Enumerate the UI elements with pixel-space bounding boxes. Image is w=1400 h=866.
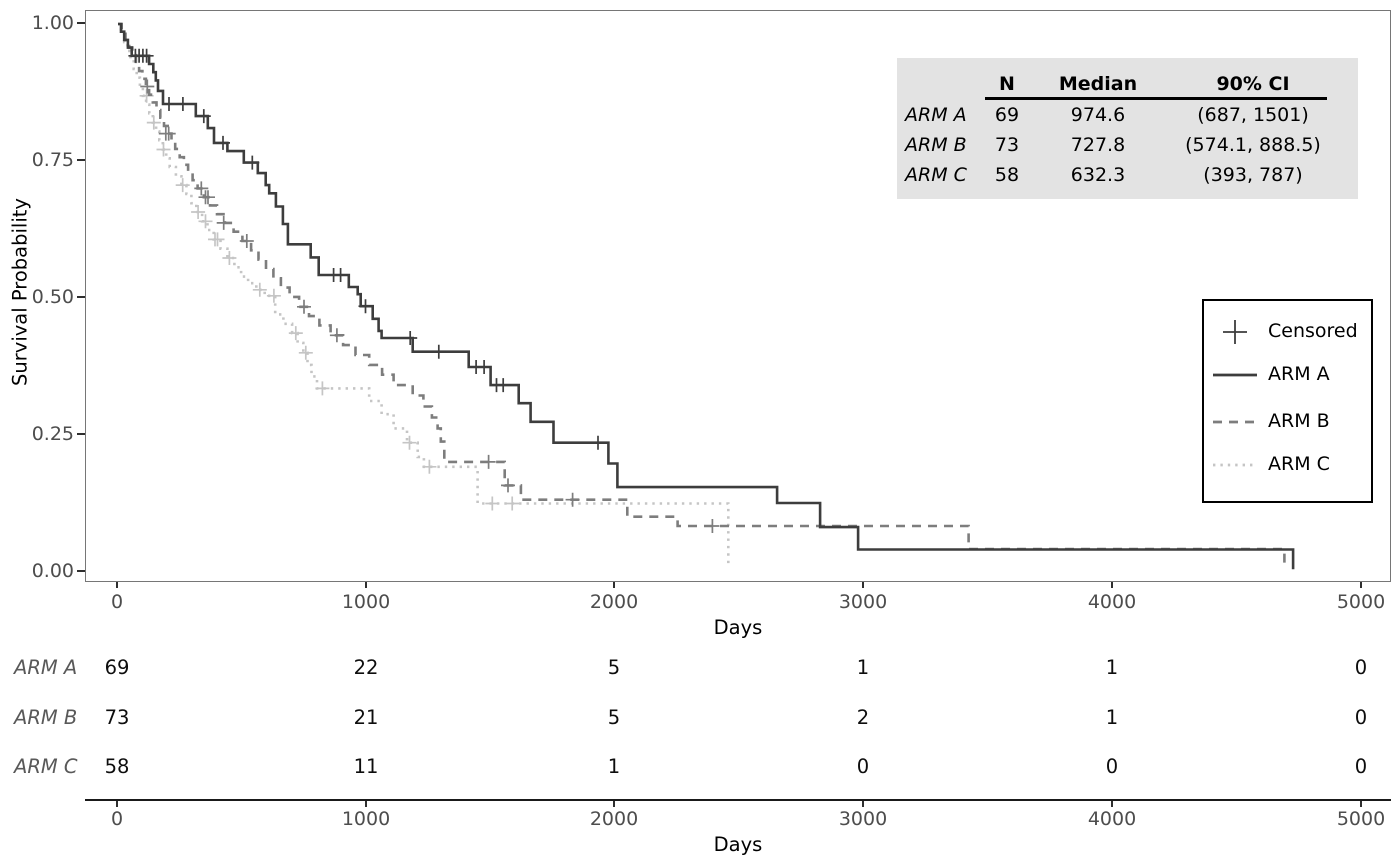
risk-count: 73: [104, 706, 130, 729]
censor-marks-arm-c: [139, 88, 520, 511]
risk-count: 5: [607, 656, 621, 679]
summary-col-header: 90% CI: [1216, 73, 1290, 95]
y-tick-mark: [77, 296, 85, 298]
legend-symbol: [1210, 407, 1260, 437]
risk-row-label: ARM C: [14, 755, 78, 778]
risk-count: 21: [353, 706, 379, 729]
legend-symbol: [1210, 360, 1260, 390]
risk-x-tick-label: 2000: [589, 808, 639, 830]
y-tick-label: 0.25: [31, 423, 74, 445]
legend-symbol: [1210, 317, 1260, 347]
dotted-line-icon: [1213, 463, 1257, 467]
summary-row-label: ARM C: [905, 164, 967, 186]
summary-col-header: N: [999, 73, 1015, 95]
x-tick-label: 0: [110, 591, 124, 613]
y-tick-label: 0.00: [31, 560, 74, 582]
risk-count: 0: [856, 755, 870, 778]
risk-x-tick-mark: [116, 801, 118, 807]
risk-count: 58: [104, 755, 130, 778]
summary-ci-value: (687, 1501): [1197, 104, 1309, 126]
censored-plus-icon: [1223, 320, 1247, 344]
risk-x-tick-mark: [1360, 801, 1362, 807]
risk-count: 5: [607, 706, 621, 729]
risk-x-tick-mark: [613, 801, 615, 807]
summary-n-value: 73: [994, 134, 1020, 156]
risk-x-tick-label: 0: [110, 808, 124, 830]
x-tick-label: 3000: [838, 591, 888, 613]
summary-ci-value: (393, 787): [1203, 164, 1303, 186]
dashed-line-icon: [1213, 420, 1257, 424]
x-tick-mark: [1360, 582, 1362, 588]
summary-median-value: 974.6: [1070, 104, 1126, 126]
summary-median-value: 632.3: [1070, 164, 1126, 186]
y-tick-mark: [77, 22, 85, 24]
risk-x-tick-label: 1000: [341, 808, 391, 830]
legend-box: Censored ARM A ARM B ARM C: [1202, 299, 1373, 503]
x-tick-mark: [613, 582, 615, 588]
legend-label: ARM C: [1268, 453, 1330, 475]
x-tick-mark: [1111, 582, 1113, 588]
legend-label: ARM A: [1268, 363, 1330, 385]
risk-count: 22: [353, 656, 379, 679]
x-tick-label: 1000: [341, 591, 391, 613]
risk-row-label: ARM A: [14, 656, 78, 679]
risk-x-tick-mark: [862, 801, 864, 807]
legend-label: ARM B: [1268, 410, 1330, 432]
x-tick-label: 5000: [1336, 591, 1386, 613]
y-tick-label: 0.75: [31, 149, 74, 171]
risk-count: 0: [1105, 755, 1119, 778]
km-curves-svg: [118, 22, 1295, 570]
x-tick-label: 4000: [1087, 591, 1137, 613]
risk-x-tick-label: 4000: [1087, 808, 1137, 830]
risk-x-tick-mark: [365, 801, 367, 807]
legend-symbol: [1210, 450, 1260, 480]
solid-line-icon: [1213, 373, 1257, 377]
x-tick-mark: [365, 582, 367, 588]
legend-item-arm-b: ARM B: [1204, 407, 1371, 437]
risk-count: 69: [104, 656, 130, 679]
summary-stats-table: N Median 90% CI ARM A 69 974.6 (687, 1501) ARM …: [897, 58, 1358, 199]
risk-x-tick-label: 5000: [1336, 808, 1386, 830]
risk-count: 1: [856, 656, 870, 679]
risk-count: 0: [1354, 706, 1368, 729]
summary-col-header: Median: [1058, 73, 1138, 95]
summary-table-header-rule: [985, 97, 1327, 100]
y-tick-mark: [77, 159, 85, 161]
legend-item-censored: Censored: [1204, 317, 1371, 347]
y-tick-label: 1.00: [31, 12, 74, 34]
summary-row-label: ARM B: [905, 134, 967, 156]
risk-row-label: ARM B: [14, 706, 78, 729]
risk-count: 2: [856, 706, 870, 729]
summary-n-value: 69: [994, 104, 1020, 126]
risk-count: 11: [353, 755, 379, 778]
summary-ci-value: (574.1, 888.5): [1185, 134, 1321, 156]
y-tick-mark: [77, 570, 85, 572]
y-tick-label: 0.50: [31, 286, 74, 308]
risk-x-tick-label: 3000: [838, 808, 888, 830]
censor-marks-arm-a: [128, 48, 605, 450]
risk-axis-line: [85, 799, 1391, 802]
legend-label: Censored: [1268, 320, 1358, 342]
legend-item-arm-c: ARM C: [1204, 450, 1371, 480]
summary-median-value: 727.8: [1070, 134, 1126, 156]
risk-count: 1: [1105, 656, 1119, 679]
risk-x-tick-mark: [1111, 801, 1113, 807]
censor-marks-arm-b: [140, 79, 720, 533]
x-tick-mark: [862, 582, 864, 588]
summary-n-value: 58: [994, 164, 1020, 186]
legend-item-arm-a: ARM A: [1204, 360, 1371, 390]
y-tick-mark: [77, 433, 85, 435]
risk-count: 1: [607, 755, 621, 778]
risk-count: 0: [1354, 656, 1368, 679]
x-tick-label: 2000: [589, 591, 639, 613]
x-tick-mark: [116, 582, 118, 588]
x-axis-title: Days: [713, 616, 763, 639]
km-curve-arm-a: [118, 22, 1295, 570]
summary-row-label: ARM A: [905, 104, 967, 126]
risk-count: 0: [1354, 755, 1368, 778]
risk-count: 1: [1105, 706, 1119, 729]
risk-x-axis-title: Days: [713, 833, 763, 856]
